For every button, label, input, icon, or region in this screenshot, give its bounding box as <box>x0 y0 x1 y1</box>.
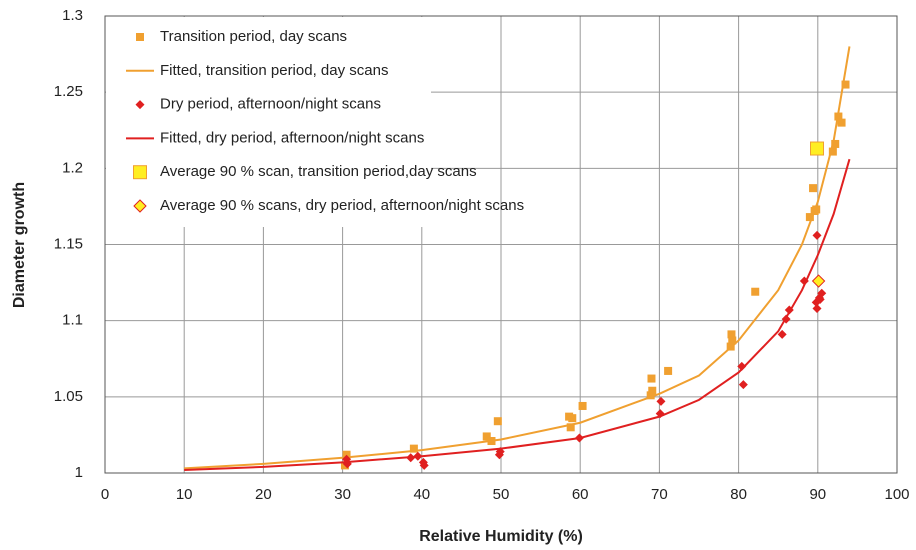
marker <box>578 401 587 410</box>
y-tick-label: 1.25 <box>54 83 83 100</box>
y-tick-label: 1.1 <box>62 312 83 329</box>
marker <box>646 391 655 400</box>
legend-swatch <box>133 165 147 180</box>
marker <box>837 118 846 127</box>
legend-label: Average 90 % scan, transition period,day… <box>160 163 477 180</box>
marker <box>727 330 736 339</box>
legend-label: Transition period, day scans <box>160 28 347 45</box>
marker <box>841 80 850 89</box>
x-tick-label: 70 <box>651 486 668 503</box>
marker <box>728 336 737 345</box>
y-tick-label: 1.15 <box>54 235 83 252</box>
marker <box>777 329 787 339</box>
marker <box>664 366 673 375</box>
marker <box>751 287 760 296</box>
x-tick-label: 20 <box>255 486 272 503</box>
marker <box>409 444 418 453</box>
legend-swatch <box>133 199 147 213</box>
y-tick-label: 1.05 <box>54 388 83 405</box>
marker <box>419 460 429 470</box>
fit-line <box>184 46 851 470</box>
marker <box>737 361 747 371</box>
fit-line <box>184 158 851 471</box>
marker <box>493 417 502 426</box>
marker <box>812 230 822 240</box>
y-tick-label: 1.3 <box>62 7 83 24</box>
legend-label: Average 90 % scans, dry period, afternoo… <box>160 197 524 214</box>
x-tick-label: 90 <box>809 486 826 503</box>
marker <box>566 423 575 432</box>
x-tick-label: 80 <box>730 486 747 503</box>
x-tick-label: 60 <box>572 486 589 503</box>
marker <box>342 450 351 459</box>
legend-label: Fitted, dry period, afternoon/night scan… <box>160 129 424 146</box>
marker <box>831 139 840 148</box>
marker <box>809 184 818 193</box>
legend-swatch <box>136 33 144 41</box>
marker <box>817 288 827 298</box>
x-tick-label: 0 <box>101 486 109 503</box>
y-tick-label: 1 <box>75 464 83 481</box>
y-axis-title: Diameter growth <box>11 182 28 308</box>
marker <box>738 380 748 390</box>
marker <box>815 294 825 304</box>
marker <box>828 147 837 156</box>
y-tick-label: 1.2 <box>62 159 83 176</box>
x-tick-label: 40 <box>413 486 430 503</box>
legend-swatch <box>135 100 145 110</box>
x-tick-label: 10 <box>176 486 193 503</box>
marker <box>656 396 666 406</box>
plot-frame <box>104 15 898 474</box>
marker <box>568 414 577 423</box>
marker <box>648 386 657 395</box>
marker <box>482 432 491 441</box>
marker <box>810 141 825 156</box>
x-tick-label: 100 <box>884 486 909 503</box>
marker <box>812 303 822 313</box>
marker <box>647 374 656 383</box>
marker <box>805 213 814 222</box>
legend-label: Fitted, transition period, day scans <box>160 62 388 79</box>
x-tick-label: 30 <box>334 486 351 503</box>
legend-box <box>106 17 431 227</box>
x-tick-label: 50 <box>493 486 510 503</box>
marker <box>811 274 826 288</box>
legend-label: Dry period, afternoon/night scans <box>160 96 381 113</box>
x-axis-title: Relative Humidity (%) <box>419 528 583 545</box>
